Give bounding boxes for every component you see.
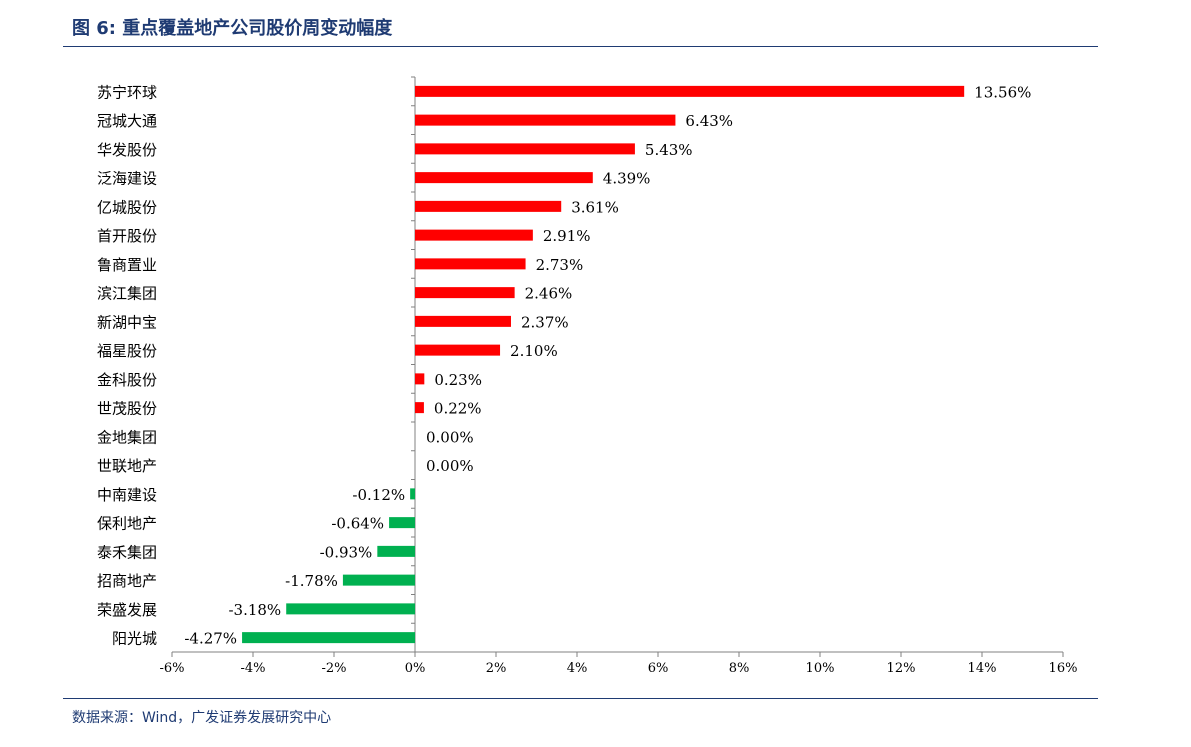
x-tick-label: -6% — [159, 661, 184, 676]
value-label: 5.43% — [645, 141, 693, 159]
bar — [410, 488, 415, 500]
category-label: 福星股份 — [97, 342, 157, 360]
category-label: 中南建设 — [97, 486, 157, 504]
value-label: -0.64% — [331, 515, 384, 533]
category-label: 华发股份 — [97, 141, 157, 159]
value-label: 0.23% — [434, 371, 482, 389]
bar — [242, 632, 415, 644]
title-divider — [63, 46, 1098, 47]
category-label: 滨江集团 — [97, 285, 157, 303]
value-label: 0.00% — [426, 428, 474, 446]
value-label: 0.00% — [426, 457, 474, 475]
x-tick-label: 2% — [486, 661, 507, 676]
value-label: 2.37% — [521, 313, 569, 331]
x-tick-label: 10% — [806, 661, 835, 676]
bar — [415, 373, 425, 385]
category-label: 鲁商置业 — [97, 256, 157, 274]
x-tick-label: 14% — [968, 661, 997, 676]
category-label: 冠城大通 — [97, 112, 157, 130]
category-label: 荣盛发展 — [97, 601, 157, 619]
bar — [415, 402, 424, 414]
category-label: 世茂股份 — [97, 400, 157, 418]
category-label: 阳光城 — [112, 630, 157, 648]
value-label: 13.56% — [974, 83, 1031, 101]
bar — [415, 85, 965, 97]
category-label: 亿城股份 — [97, 198, 157, 216]
value-label: -3.18% — [228, 601, 281, 619]
category-label: 泰禾集团 — [97, 543, 157, 561]
x-tick-label: 4% — [567, 661, 588, 676]
bar — [415, 143, 635, 155]
bar — [389, 517, 415, 529]
value-label: -0.12% — [352, 486, 405, 504]
value-label: 4.39% — [603, 170, 651, 188]
bar — [415, 172, 593, 184]
x-tick-label: 8% — [729, 661, 750, 676]
value-label: 2.10% — [510, 342, 558, 360]
category-label: 苏宁环球 — [97, 83, 157, 101]
value-label: 6.43% — [685, 112, 733, 130]
value-label: -0.93% — [320, 543, 373, 561]
bar — [415, 287, 515, 299]
category-label: 首开股份 — [97, 227, 157, 245]
category-label: 招商地产 — [97, 572, 157, 590]
bar — [286, 603, 415, 615]
category-label: 新湖中宝 — [97, 313, 157, 331]
bar — [342, 574, 415, 586]
bars-layer — [242, 85, 965, 644]
data-source: 数据来源：Wind，广发证券发展研究中心 — [72, 710, 332, 726]
x-tick-label: -4% — [240, 661, 265, 676]
value-label: -1.78% — [285, 572, 338, 590]
labels-layer: 苏宁环球 13.56% 冠城大通 6.43% 华发股份 5.43% 泛海建设 4.39% 亿城股… — [97, 83, 1031, 647]
footer-divider — [63, 698, 1098, 699]
bar — [415, 229, 533, 241]
category-label: 世联地产 — [97, 457, 157, 475]
bar — [415, 200, 562, 212]
x-tick-label: 12% — [887, 661, 916, 676]
bar — [415, 344, 501, 356]
chart-title: 图 6: 重点覆盖地产公司股价周变动幅度 — [72, 18, 393, 39]
x-tick-label: -2% — [321, 661, 346, 676]
bar — [415, 114, 676, 126]
bar — [377, 545, 415, 557]
category-label: 泛海建设 — [97, 170, 157, 188]
x-tick-label: 0% — [405, 661, 426, 676]
value-label: 0.22% — [434, 400, 482, 418]
value-label: 2.46% — [525, 285, 573, 303]
bar — [415, 315, 511, 327]
category-label: 保利地产 — [97, 515, 157, 533]
value-label: -4.27% — [184, 630, 237, 648]
axis-layer: -6% -4% -2% 0% 2% 4% 6% 8% 10% 12% 14% 16% — [159, 76, 1078, 676]
category-label: 金科股份 — [97, 371, 157, 389]
value-label: 2.73% — [536, 256, 584, 274]
category-label: 金地集团 — [97, 428, 157, 446]
value-label: 2.91% — [543, 227, 591, 245]
x-tick-label: 16% — [1049, 661, 1078, 676]
value-label: 3.61% — [571, 198, 619, 216]
x-tick-label: 6% — [648, 661, 669, 676]
bar — [415, 258, 526, 270]
